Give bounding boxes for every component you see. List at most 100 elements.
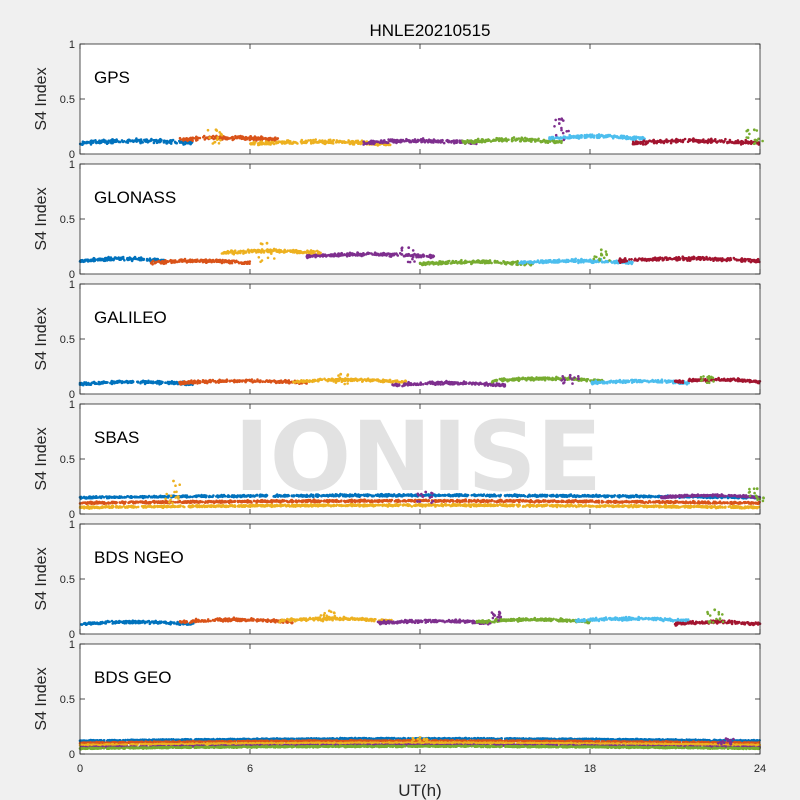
data-point <box>475 139 479 143</box>
data-point <box>231 138 234 142</box>
data-point <box>257 380 260 383</box>
data-point <box>450 261 454 265</box>
data-point <box>421 137 425 140</box>
data-point <box>146 259 149 262</box>
data-point <box>458 140 461 144</box>
data-point <box>183 142 187 146</box>
data-point <box>553 260 556 264</box>
data-point <box>695 256 699 260</box>
data-point <box>100 139 104 143</box>
data-point <box>142 257 146 261</box>
figure-title: HNLE20210515 <box>370 21 491 40</box>
data-point <box>504 378 507 381</box>
data-point <box>719 140 722 143</box>
data-point <box>237 135 241 138</box>
data-point <box>592 257 596 261</box>
data-point <box>428 380 432 384</box>
data-point <box>470 383 474 386</box>
data-point <box>396 139 399 143</box>
data-point <box>293 140 297 144</box>
data-point <box>214 381 218 384</box>
data-point <box>565 260 568 264</box>
data-point <box>498 138 501 142</box>
data-point <box>608 259 611 262</box>
data-point <box>511 139 514 142</box>
data-point <box>317 254 321 257</box>
y-tick-label: 1 <box>69 279 75 291</box>
data-point <box>96 258 99 261</box>
data-point <box>567 129 570 133</box>
data-point <box>120 139 124 142</box>
data-point <box>152 141 156 145</box>
data-point <box>195 139 198 142</box>
data-point <box>212 137 215 141</box>
data-point <box>637 379 640 383</box>
data-point <box>191 260 194 264</box>
data-point <box>393 383 397 387</box>
y-tick-label: 0.5 <box>60 94 75 106</box>
data-point <box>337 377 341 381</box>
data-point-peak <box>214 128 218 132</box>
data-point <box>614 380 617 383</box>
data-point <box>651 258 654 262</box>
data-point <box>365 378 369 382</box>
data-point <box>327 140 330 144</box>
data-point <box>260 250 263 254</box>
data-point <box>641 141 644 145</box>
data-point <box>560 128 563 132</box>
data-point <box>450 381 454 385</box>
data-point <box>209 379 213 383</box>
data-point <box>654 140 657 144</box>
data-point <box>300 141 304 144</box>
data-point <box>130 381 133 384</box>
data-point <box>722 258 725 262</box>
data-point <box>602 256 606 260</box>
data-point <box>611 135 614 138</box>
data-point-peak <box>265 241 269 245</box>
data-point <box>479 140 482 143</box>
data-point <box>80 259 83 263</box>
data-point <box>540 260 543 264</box>
data-point <box>373 253 376 256</box>
data-point <box>671 257 674 261</box>
data-point <box>530 377 533 380</box>
data-point <box>753 138 757 142</box>
data-point <box>320 378 324 381</box>
data-point <box>264 137 268 140</box>
data-point <box>128 256 131 259</box>
data-point <box>185 261 189 264</box>
data-point <box>504 139 508 142</box>
data-point <box>717 376 720 380</box>
y-axis-label: S4 Index <box>33 187 50 250</box>
panel-label: GPS <box>94 68 130 87</box>
data-point <box>602 136 606 139</box>
data-point <box>136 380 140 384</box>
data-point <box>93 259 97 263</box>
data-point <box>429 261 433 264</box>
data-point <box>646 258 649 261</box>
data-point <box>180 258 183 261</box>
data-point <box>226 251 229 254</box>
data-point <box>192 137 196 140</box>
data-point <box>573 376 576 379</box>
data-point <box>523 261 526 265</box>
data-point <box>164 381 167 385</box>
data-point <box>662 258 665 261</box>
data-point <box>412 140 416 144</box>
data-point <box>109 381 112 385</box>
data-point <box>580 136 583 139</box>
data-point <box>517 137 521 140</box>
data-point <box>217 142 221 145</box>
data-point <box>738 141 741 144</box>
data-point <box>670 138 674 142</box>
data-point <box>407 139 410 143</box>
data-point <box>154 380 158 384</box>
data-point <box>604 250 608 253</box>
data-point <box>570 258 574 261</box>
data-point <box>208 258 211 262</box>
data-point <box>183 258 187 262</box>
data-point <box>679 380 683 383</box>
data-point <box>523 139 527 143</box>
data-point <box>194 258 197 262</box>
